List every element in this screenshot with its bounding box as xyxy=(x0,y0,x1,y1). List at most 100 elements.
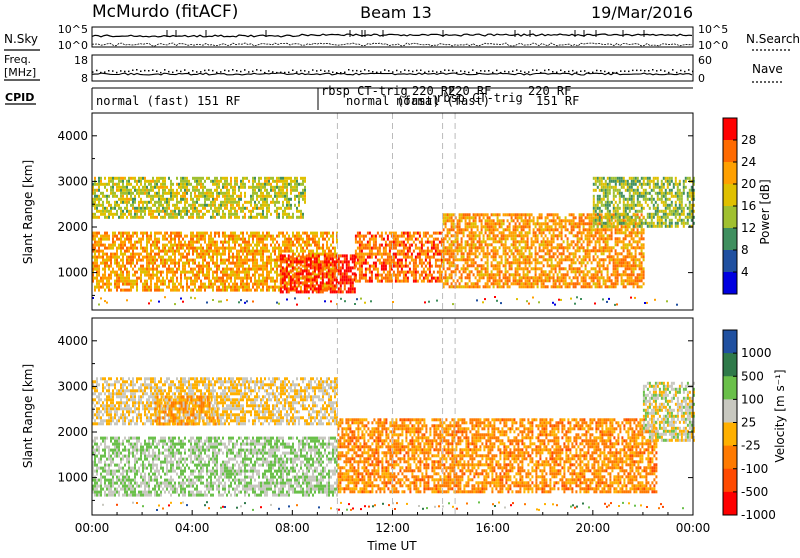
data-cell xyxy=(204,259,206,262)
data-cell xyxy=(116,271,118,274)
data-cell xyxy=(198,265,200,268)
data-cell xyxy=(553,228,555,231)
data-cell xyxy=(565,228,567,231)
data-cell xyxy=(585,273,587,276)
data-cell xyxy=(204,186,206,189)
data-cell xyxy=(110,265,112,268)
data-cell xyxy=(302,192,304,195)
data-cell xyxy=(359,262,361,265)
data-cell xyxy=(248,283,250,286)
data-cell xyxy=(330,280,332,283)
data-cell xyxy=(569,231,571,234)
data-cell xyxy=(144,286,146,289)
data-cell xyxy=(449,285,451,288)
data-cell xyxy=(491,219,493,222)
data-cell xyxy=(120,244,122,247)
data-cell xyxy=(174,271,176,274)
data-cell xyxy=(94,277,96,280)
data-cell xyxy=(276,192,278,195)
data-cell xyxy=(240,238,242,241)
data-cell xyxy=(106,189,108,192)
data-cell xyxy=(136,210,138,213)
data-cell xyxy=(561,285,563,288)
data-cell xyxy=(236,195,238,198)
data-cell xyxy=(246,271,248,274)
data-cell xyxy=(296,257,298,260)
data-cell xyxy=(415,238,417,241)
data-cell xyxy=(288,290,290,293)
data-cell xyxy=(176,207,178,210)
data-cell xyxy=(509,285,511,288)
data-cell xyxy=(397,262,399,265)
data-cell xyxy=(348,278,350,281)
data-cell xyxy=(192,232,194,235)
data-cell xyxy=(140,265,142,268)
data-cell xyxy=(264,183,266,186)
data-cell xyxy=(178,186,180,189)
data-cell xyxy=(499,255,501,258)
data-cell xyxy=(242,286,244,289)
data-cell xyxy=(164,247,166,250)
data-cell xyxy=(112,180,114,183)
data-cell xyxy=(130,289,132,292)
data-cell xyxy=(244,247,246,250)
data-cell xyxy=(172,244,174,247)
data-cell xyxy=(116,204,118,207)
data-cell xyxy=(477,240,479,243)
data-cell xyxy=(479,219,481,222)
data-cell xyxy=(459,219,461,222)
data-cell xyxy=(489,228,491,231)
data-cell xyxy=(176,235,178,238)
data-cell xyxy=(545,258,547,261)
data-cell xyxy=(242,232,244,235)
data-cell xyxy=(290,177,292,180)
data-cell xyxy=(110,186,112,189)
data-cell xyxy=(338,287,340,290)
data-cell xyxy=(332,254,334,257)
data-cell xyxy=(387,253,389,256)
data-cell xyxy=(288,238,290,241)
data-cell xyxy=(110,177,112,180)
data-cell xyxy=(136,247,138,250)
data-cell xyxy=(160,271,162,274)
data-cell xyxy=(521,255,523,258)
data-cell xyxy=(234,177,236,180)
data-cell xyxy=(268,274,270,277)
data-cell xyxy=(194,277,196,280)
data-cell xyxy=(124,192,126,195)
data-cell xyxy=(196,289,198,292)
data-cell xyxy=(234,238,236,241)
data-cell xyxy=(174,192,176,195)
data-cell xyxy=(276,201,278,204)
data-cell xyxy=(230,232,232,235)
data-cell xyxy=(338,266,340,269)
data-cell xyxy=(292,244,294,247)
data-cell xyxy=(246,259,248,262)
data-cell xyxy=(244,289,246,292)
data-cell xyxy=(393,241,395,244)
data-cell xyxy=(282,189,284,192)
data-cell xyxy=(421,244,423,247)
data-cell xyxy=(132,192,134,195)
data-cell xyxy=(134,195,136,198)
data-cell xyxy=(373,268,375,271)
data-cell xyxy=(258,183,260,186)
data-cell xyxy=(300,183,302,186)
data-cell xyxy=(282,180,284,183)
data-cell xyxy=(282,241,284,244)
data-cell xyxy=(238,262,240,265)
data-cell xyxy=(533,279,535,282)
data-cell xyxy=(258,235,260,238)
data-cell xyxy=(136,253,138,256)
data-cell xyxy=(176,250,178,253)
data-cell xyxy=(190,183,192,186)
data-cell xyxy=(383,247,385,250)
data-cell xyxy=(363,274,365,277)
data-cell xyxy=(214,262,216,265)
data-cell xyxy=(535,279,537,282)
data-cell xyxy=(262,216,264,219)
data-cell xyxy=(210,256,212,259)
data-cell xyxy=(499,270,501,273)
data-cell xyxy=(140,247,142,250)
data-cell xyxy=(120,195,122,198)
